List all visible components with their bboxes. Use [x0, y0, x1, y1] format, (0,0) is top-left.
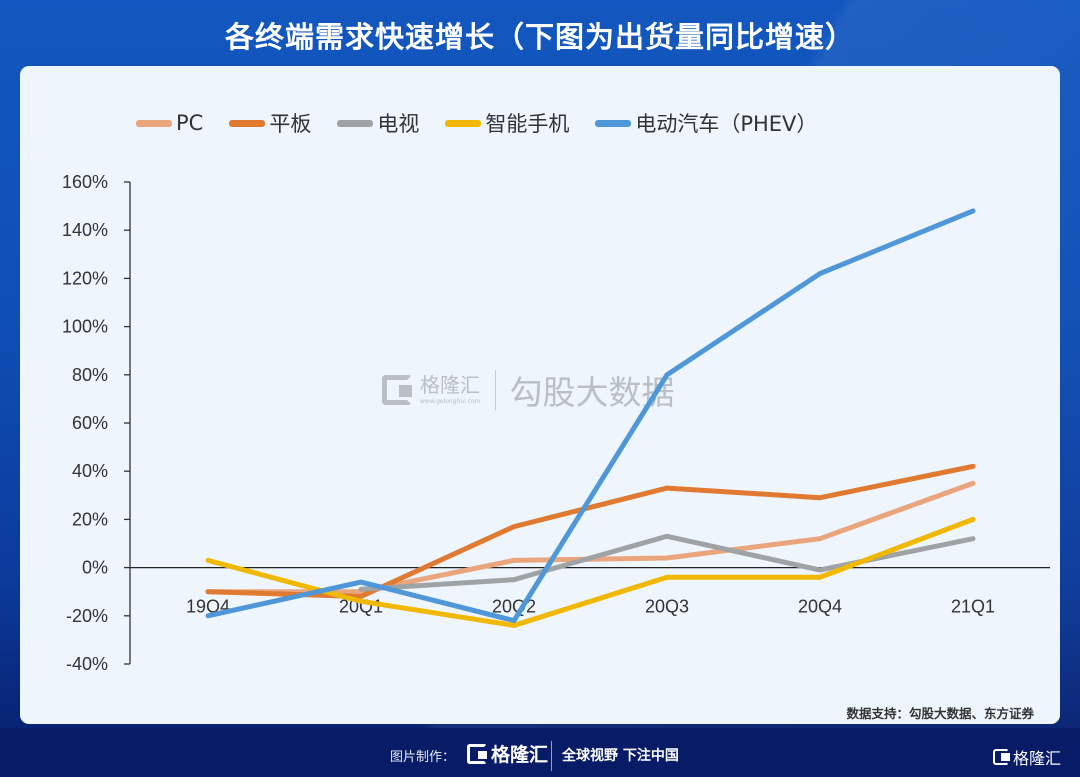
legend-label: 智能手机 [485, 112, 570, 136]
footer-slogan: 全球视野 下注中国 [562, 748, 679, 764]
series-line-1 [205, 463, 976, 600]
chart-series [205, 208, 976, 628]
y-tick-label: 160% [62, 172, 108, 192]
chart-legend: PC 平板 电视 智能手机 电动汽车（PHEV） [136, 108, 843, 138]
legend-label: PC [176, 111, 204, 135]
footer-corner-brand: 格隆汇 [1013, 749, 1062, 768]
legend-label: 平板 [269, 112, 312, 136]
source-note: 数据支持：勾股大数据、东方证券 [846, 706, 1034, 721]
legend-item: 平板 [229, 108, 311, 138]
y-tick-label: 60% [72, 413, 108, 433]
series-line-4 [205, 208, 976, 624]
chart-axes: 160%140%120%100%80%60%40%20%0%-20%-40%19… [62, 172, 1050, 674]
y-tick-label: -40% [66, 654, 108, 674]
y-tick-label: 40% [72, 461, 108, 481]
legend-item: PC [136, 111, 203, 135]
series-line-3 [205, 516, 976, 628]
legend-swatch-icon [136, 119, 172, 127]
gelonghui-corner-logo-icon [993, 749, 1010, 765]
page-title: 各终端需求快速增长（下图为出货量同比增速） [224, 20, 855, 54]
footer-logo: 格隆汇 [467, 740, 548, 767]
footer-divider [551, 741, 552, 771]
y-tick-label: 100% [62, 317, 108, 337]
legend-label: 电动汽车（PHEV） [635, 112, 818, 136]
footer-corner-logo: 格隆汇 [993, 745, 1061, 769]
chart-card [20, 66, 1060, 724]
legend-item: 智能手机 [445, 108, 569, 138]
legend-swatch-icon [337, 119, 374, 127]
y-tick-label: 20% [72, 509, 108, 529]
legend-swatch-icon [445, 119, 482, 127]
legend-item: 电动汽车（PHEV） [595, 108, 817, 138]
x-tick-label: 20Q4 [798, 597, 842, 617]
y-tick-label: -20% [66, 606, 108, 626]
y-tick-label: 0% [82, 558, 108, 578]
y-tick-label: 120% [62, 268, 108, 288]
legend-label: 电视 [377, 112, 420, 136]
legend-swatch-icon [595, 119, 632, 127]
x-tick-label: 20Q3 [645, 597, 689, 617]
footer-bar [0, 728, 1080, 777]
gelonghui-logo-icon [467, 743, 487, 764]
footer-made-by-label: 图片制作： [390, 750, 456, 765]
legend-swatch-icon [229, 119, 266, 127]
footer-brand: 格隆汇 [491, 744, 549, 766]
legend-item: 电视 [337, 108, 419, 138]
y-tick-label: 140% [62, 220, 108, 240]
y-tick-label: 80% [72, 365, 108, 385]
series-line-2 [358, 533, 976, 592]
x-tick-label: 21Q1 [951, 597, 995, 617]
